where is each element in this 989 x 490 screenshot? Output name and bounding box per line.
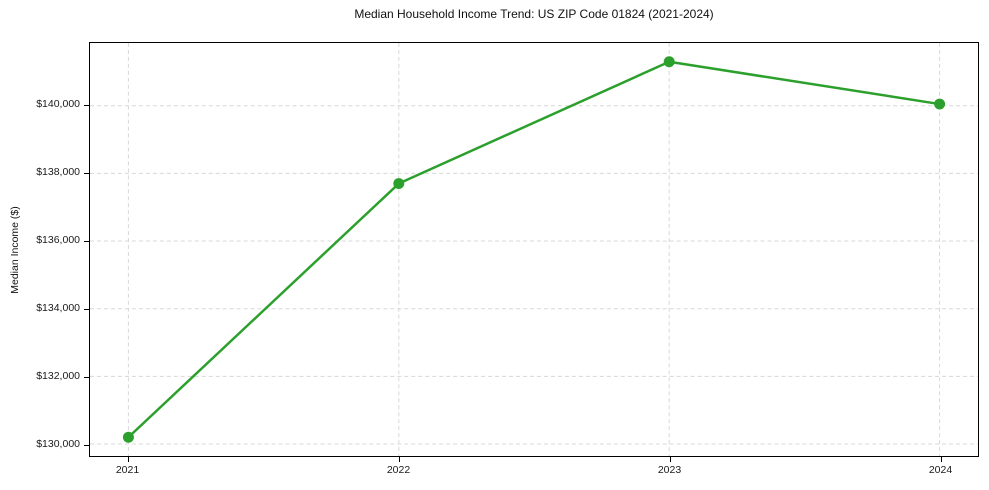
data-point-2024 [934, 98, 946, 110]
y-tick-mark [84, 241, 89, 242]
x-tick-label: 2024 [928, 464, 953, 476]
data-point-2021 [122, 431, 134, 443]
trend-line [127, 60, 941, 439]
y-tick-mark [84, 173, 89, 175]
x-tick-mark [940, 457, 942, 462]
y-tick-label: $130,000 [36, 437, 80, 450]
y-axis-label: Median Income ($) [9, 206, 21, 294]
y-tick-label: $140,000 [36, 98, 80, 111]
x-tick-label: 2021 [115, 464, 140, 476]
x-tick-mark [127, 457, 129, 462]
x-tick-label: 2023 [657, 464, 682, 476]
x-tick-label: 2022 [386, 464, 411, 476]
y-tick-label: $134,000 [36, 301, 80, 314]
x-tick-mark [398, 457, 400, 462]
y-tick-label: $136,000 [36, 234, 80, 246]
y-tick-mark [84, 308, 89, 310]
y-tick-label: $132,000 [36, 369, 80, 382]
y-tick-mark [84, 105, 89, 107]
y-tick-label: $138,000 [36, 166, 80, 179]
line-chart-svg [90, 43, 978, 456]
x-tick-mark [669, 457, 671, 462]
chart-title: Median Household Income Trend: US ZIP Co… [354, 7, 714, 21]
y-tick-mark [84, 376, 89, 378]
data-point-2022 [393, 178, 405, 190]
plot-area [89, 42, 979, 457]
y-tick-mark [84, 444, 89, 446]
data-point-2023 [663, 56, 675, 68]
